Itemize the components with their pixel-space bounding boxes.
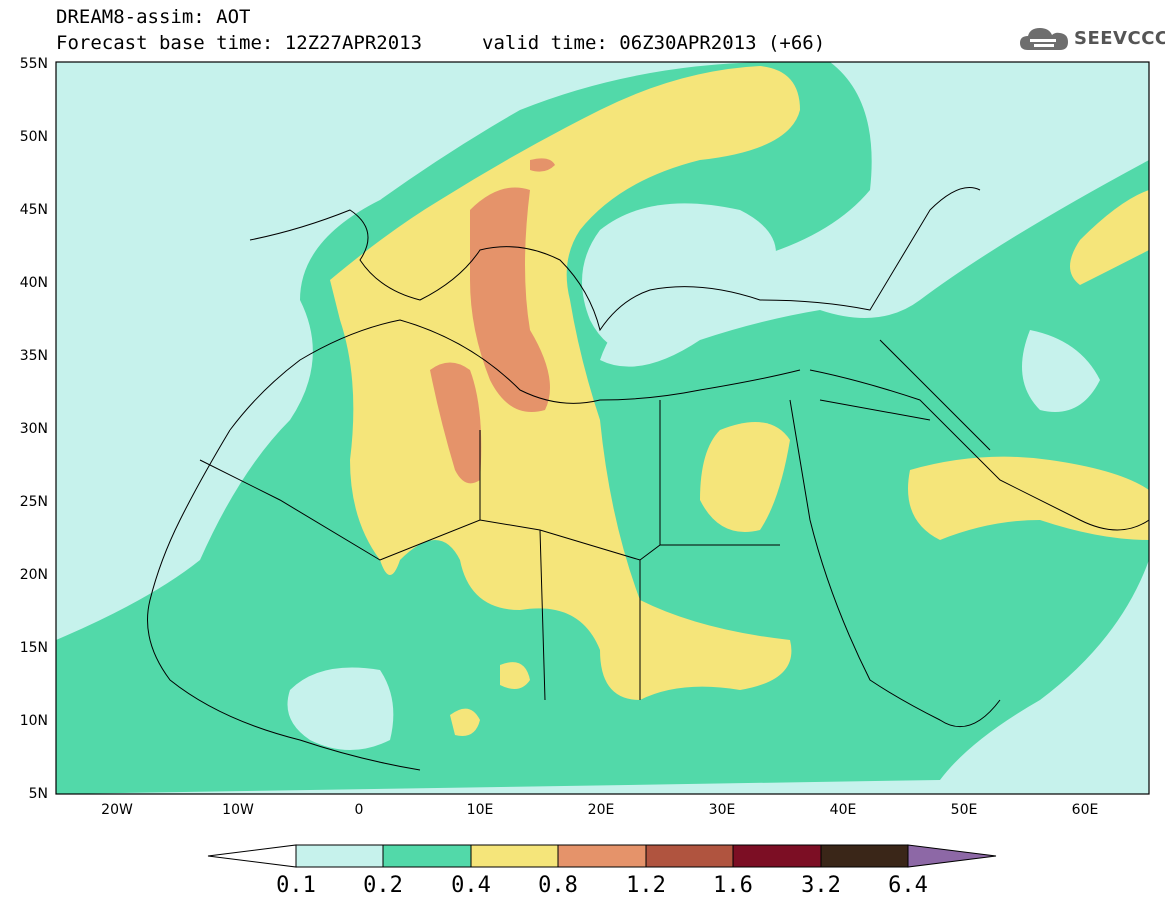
- aot-band-0.8-alps: [530, 158, 555, 172]
- lon-tick-label: 0: [355, 802, 364, 818]
- aot-band-0.4-caspian: [1070, 190, 1149, 285]
- colorbar-level-label: 3.2: [801, 873, 841, 898]
- colorbar-swatch: [557, 844, 647, 868]
- lon-tick-label: 10E: [467, 802, 494, 818]
- cloud-icon: [1020, 28, 1068, 50]
- lon-tick-label: 30E: [709, 802, 736, 818]
- colorbar-level-label: 1.2: [626, 873, 666, 898]
- longitude-axis: 20W 10W 0 10E 20E 30E 40E 50E 60E: [101, 802, 1098, 818]
- lat-tick-label: 10N: [20, 713, 48, 729]
- colorbar-swatch: [732, 844, 822, 868]
- aot-contours: [56, 62, 1149, 794]
- lat-tick-label: 40N: [20, 275, 48, 291]
- coast-west-africa: [147, 429, 421, 771]
- coast-arabia: [809, 369, 1149, 531]
- valid-time-title: valid time: 06Z30APR2013 (+66): [482, 32, 826, 54]
- colorbar-level-label: 0.2: [363, 873, 403, 898]
- aot-hole-3: [1022, 330, 1100, 412]
- lon-tick-label: 10W: [222, 802, 254, 818]
- lon-tick-label: 50E: [951, 802, 978, 818]
- coast-red-sea: [789, 399, 1001, 728]
- colorbar-swatch: [382, 844, 472, 868]
- colorbar-swatch: [295, 844, 384, 868]
- colorbar-level-label: 0.8: [538, 873, 578, 898]
- aot-band-0.8: [470, 187, 550, 412]
- colorbar-swatch: [820, 844, 909, 868]
- map-frame: [55, 61, 1150, 795]
- lon-tick-label: 20E: [588, 802, 615, 818]
- lat-tick-label: 50N: [20, 129, 48, 145]
- colorbar-level-label: 6.4: [888, 873, 928, 898]
- border-lines: [199, 339, 991, 701]
- coast-north-africa: [229, 319, 801, 431]
- colorbar-level-label: 1.6: [713, 873, 753, 898]
- aot-map: 5N 10N 15N 20N 25N 30N 35N 40N 45N 50N 5…: [20, 56, 1150, 818]
- lon-tick-label: 40E: [830, 802, 857, 818]
- lat-tick-label: 55N: [20, 56, 48, 72]
- lon-tick-label: 60E: [1072, 802, 1099, 818]
- coastlines: [147, 187, 1149, 771]
- aot-band-0.4-gulf: [908, 456, 1149, 540]
- colorbar-high-arrow: [907, 844, 997, 868]
- aot-hole-2: [287, 667, 394, 750]
- colorbar-swatch: [645, 844, 734, 868]
- colorbar-swatch: [470, 844, 559, 868]
- latitude-axis: 5N 10N 15N 20N 25N 30N 35N 40N 45N 50N 5…: [20, 56, 48, 802]
- model-title: DREAM8-assim: AOT: [56, 6, 251, 28]
- colorbar-low-arrow: [207, 844, 297, 868]
- lat-tick-label: 5N: [29, 786, 48, 802]
- colorbar-level-label: 0.1: [276, 873, 316, 898]
- seevccc-logo: SEEVCCC: [1018, 24, 1165, 54]
- lat-tick-label: 45N: [20, 202, 48, 218]
- colorbar-level-label: 0.4: [451, 873, 491, 898]
- aot-band-0.4-sudan: [500, 662, 530, 689]
- aot-band-0.4: [330, 66, 800, 700]
- coast-europe: [249, 187, 981, 332]
- lat-tick-label: 20N: [20, 567, 48, 583]
- logo-text: SEEVCCC: [1074, 28, 1165, 49]
- base-time-title: Forecast base time: 12Z27APR2013: [56, 32, 423, 54]
- aot-band-0.2: [56, 62, 1149, 794]
- aot-band-0.4-chad: [450, 708, 480, 736]
- lat-tick-label: 35N: [20, 348, 48, 364]
- aot-band-0.8-algeria: [430, 362, 482, 484]
- lat-tick-label: 30N: [20, 421, 48, 437]
- aot-hole-1: [582, 203, 776, 360]
- aot-band-0.4-egypt: [700, 422, 790, 532]
- lat-tick-label: 15N: [20, 640, 48, 656]
- lon-tick-label: 20W: [101, 802, 133, 818]
- lat-tick-label: 25N: [20, 494, 48, 510]
